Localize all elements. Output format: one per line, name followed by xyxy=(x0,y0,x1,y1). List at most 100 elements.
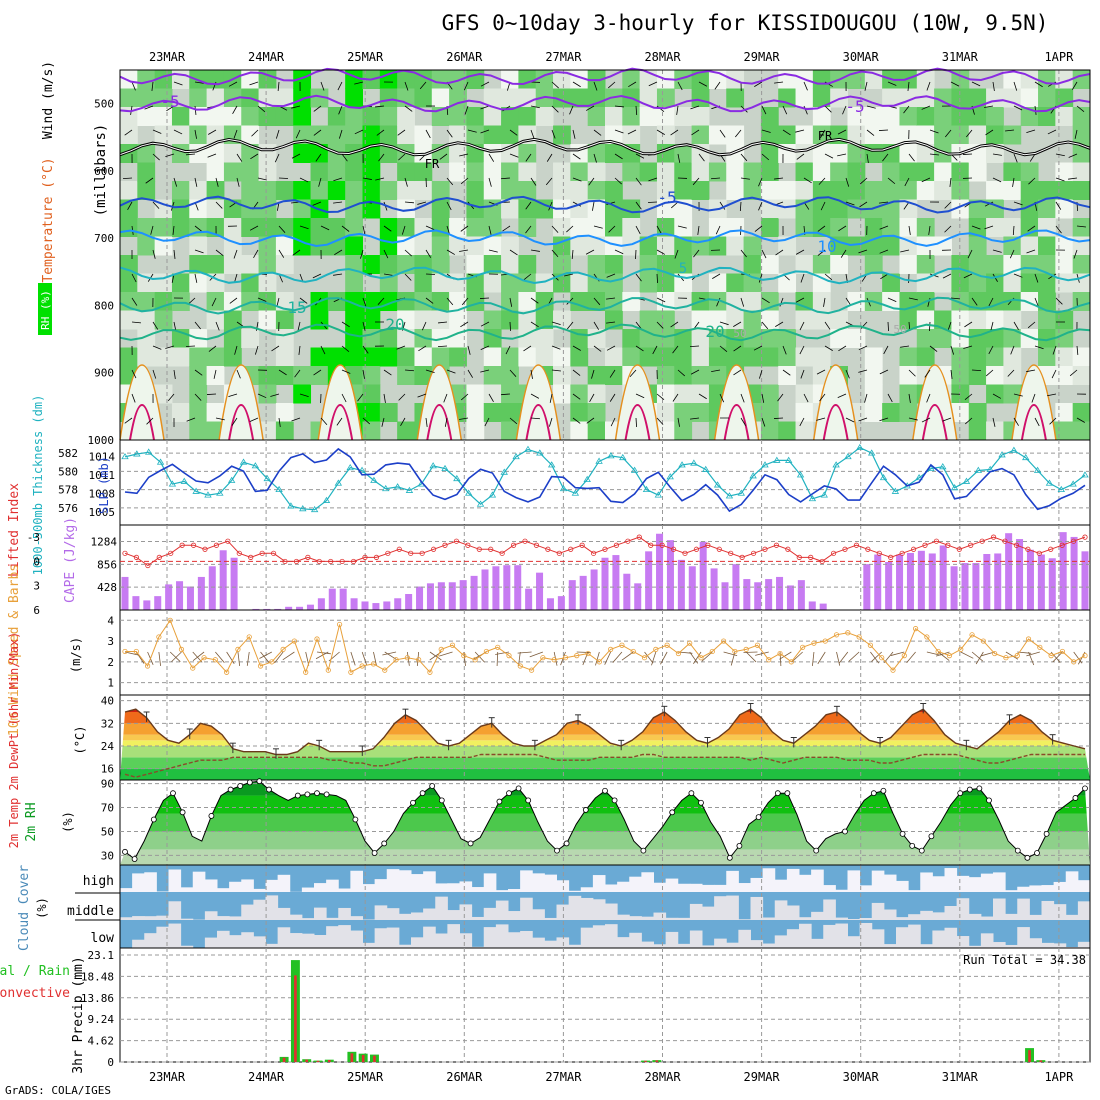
cloud-clear-segment xyxy=(459,881,473,892)
cloud-clear-segment xyxy=(580,927,594,948)
cloud-clear-segment xyxy=(799,923,812,948)
rh-shade-cell xyxy=(414,236,433,256)
cloud-clear-segment xyxy=(774,935,788,948)
rh-shade-cell xyxy=(362,292,381,311)
upper-wind-barb xyxy=(467,369,473,378)
upper-wind-barb xyxy=(404,177,408,187)
upper-wind-barb xyxy=(761,105,767,115)
cloud-clear-segment xyxy=(1029,938,1042,948)
rh-marker xyxy=(842,828,848,835)
upper-wind-barb xyxy=(1034,417,1040,427)
rh-marker xyxy=(870,790,877,797)
rh-shade-cell xyxy=(760,384,779,404)
upper-wind-barb xyxy=(460,393,469,401)
upper-wind-barb xyxy=(739,201,742,212)
axis-label: 2m RH xyxy=(24,802,39,841)
wind-speed-marker xyxy=(766,657,772,663)
rh-shade-cell xyxy=(795,347,814,367)
upper-wind-barb xyxy=(186,417,196,422)
upper-wind-barb xyxy=(984,105,994,108)
rh-shade-cell xyxy=(379,218,398,237)
upper-wind-barb xyxy=(712,273,721,279)
upper-wind-barb xyxy=(1013,321,1019,330)
lifted-index-marker xyxy=(968,542,974,548)
thickness-marker xyxy=(453,474,461,482)
rh-marker xyxy=(323,791,330,798)
rh-shade-cell xyxy=(293,70,312,89)
y-tick-label: 900 xyxy=(94,367,114,380)
wind-speed-marker xyxy=(404,655,410,661)
thickness-marker xyxy=(239,458,248,465)
rh-shade-cell xyxy=(535,347,554,367)
rh-shade-cell xyxy=(397,292,415,311)
rh-shade-cell xyxy=(483,144,502,163)
wind-speed-marker xyxy=(495,644,501,650)
thickness-marker xyxy=(761,461,769,468)
cape-bar xyxy=(296,606,304,610)
temp-band-fill xyxy=(120,709,1090,712)
upper-wind-barb xyxy=(949,177,952,187)
isotherm-line xyxy=(119,195,1091,214)
precip-convective-bar xyxy=(373,1055,376,1062)
rh-shade-cell xyxy=(120,273,138,293)
rh-shade-cell xyxy=(916,107,935,126)
rh-marker xyxy=(429,783,436,789)
upper-wind-barb xyxy=(530,297,539,304)
rh-shade-cell xyxy=(275,218,294,237)
upper-wind-barb xyxy=(777,393,784,402)
rh-marker xyxy=(1043,830,1050,837)
rh-shade-cell xyxy=(501,310,519,330)
axis-label: (%) xyxy=(61,811,75,833)
cape-bar xyxy=(306,604,314,610)
rh-shade-cell xyxy=(899,255,918,274)
y-tick-label: 428 xyxy=(97,581,117,594)
rh-shade-cell xyxy=(795,181,814,200)
rh-shade-cell xyxy=(968,199,987,219)
rh-shade-cell xyxy=(656,347,675,367)
rh-shade-cell xyxy=(760,181,779,200)
upper-wind-barb xyxy=(950,345,955,355)
cloud-clear-segment xyxy=(435,933,448,948)
surface-wind-barb xyxy=(1005,651,1019,660)
upper-wind-barb xyxy=(614,177,622,185)
rh-shade-cell xyxy=(639,273,658,293)
rh-shade-cell xyxy=(864,403,883,422)
rh-shade-cell xyxy=(968,255,987,274)
upper-wind-barb xyxy=(698,393,707,400)
cape-bar xyxy=(928,553,936,610)
rh-shade-cell xyxy=(206,292,225,311)
rh-shade-cell xyxy=(362,366,381,385)
upper-wind-barb xyxy=(337,81,343,91)
rh-shade-cell xyxy=(414,255,433,274)
upper-wind-barb xyxy=(446,369,456,374)
y-tick-label: 1284 xyxy=(91,536,118,549)
rh-marker xyxy=(899,830,906,837)
rh-shade-cell xyxy=(726,125,745,145)
thickness-marker xyxy=(1069,480,1077,487)
wind-speed-marker xyxy=(257,663,264,669)
cape-bar xyxy=(448,582,456,610)
surface-wind-barb xyxy=(259,651,273,659)
rh-shade-cell xyxy=(275,255,294,274)
rh-shade-cell xyxy=(258,273,277,293)
upper-wind-barb xyxy=(672,393,679,402)
rh-shade-cell xyxy=(206,125,225,145)
upper-wind-barb xyxy=(233,129,238,139)
rh-shade-cell xyxy=(275,329,294,348)
rh-marker xyxy=(813,847,820,854)
thickness-marker xyxy=(204,491,212,498)
rh-marker xyxy=(467,840,474,847)
upper-wind-barb xyxy=(985,129,994,136)
upper-wind-barb xyxy=(929,153,939,156)
cloud-clear-segment xyxy=(677,917,691,920)
rh-shade-cell xyxy=(795,292,814,311)
rh-shade-cell xyxy=(431,181,450,200)
wind-speed-marker xyxy=(483,648,490,655)
rh-shade-cell xyxy=(275,310,294,330)
temp-band-fill xyxy=(120,757,1090,769)
upper-wind-barb xyxy=(530,105,540,109)
rh-marker xyxy=(976,785,983,792)
rh-shade-cell xyxy=(466,199,485,219)
rh-shade-cell xyxy=(275,366,294,385)
rh-shade-cell xyxy=(449,162,467,182)
